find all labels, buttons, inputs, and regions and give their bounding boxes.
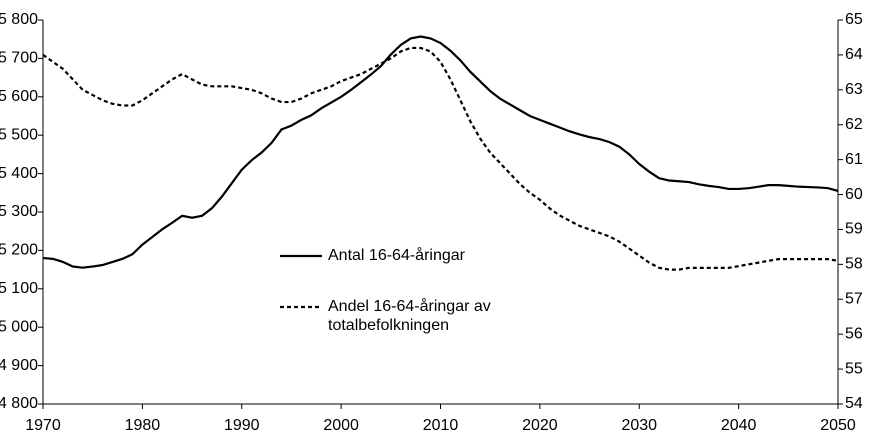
y-tick-label: 5 300	[0, 203, 38, 220]
x-tick-label: 2000	[323, 417, 359, 434]
x-tick-label: 2020	[522, 417, 558, 434]
legend-label: Antal 16-64-åringar	[328, 247, 465, 264]
y2-tick-label: 56	[845, 325, 863, 342]
y2-tick-label: 54	[845, 395, 863, 412]
series-line	[42, 35, 839, 269]
x-tick-label: 1990	[224, 417, 260, 434]
y-tick-label: 5 000	[0, 318, 38, 335]
y-tick-label: 4 900	[0, 357, 38, 374]
y2-tick-label: 59	[845, 221, 863, 238]
y2-tick-label: 55	[845, 360, 863, 377]
x-tick-label: 2010	[423, 417, 459, 434]
y-tick-label: 5 200	[0, 242, 38, 259]
y2-tick-label: 60	[845, 186, 863, 203]
y-tick-label: 5 400	[0, 165, 38, 182]
y-tick-label: 5 600	[0, 88, 38, 105]
x-tick-label: 2040	[721, 417, 757, 434]
y-tick-label: 5 700	[0, 50, 38, 67]
x-tick-label: 1970	[25, 417, 61, 434]
legend-label: Andel 16-64-åringar av totalbefolkningen	[328, 298, 491, 334]
y-tick-label: 4 800	[0, 395, 38, 412]
x-tick-label: 1980	[125, 417, 161, 434]
y-tick-label: 5 500	[0, 126, 38, 143]
y2-tick-label: 57	[845, 290, 863, 307]
y2-tick-label: 65	[845, 11, 863, 28]
y2-tick-label: 58	[845, 256, 863, 273]
y2-tick-label: 64	[845, 46, 863, 63]
series-line	[42, 46, 839, 271]
x-tick-label: 2050	[820, 417, 856, 434]
x-tick-label: 2030	[621, 417, 657, 434]
y2-tick-label: 63	[845, 81, 863, 98]
y-tick-label: 5 100	[0, 280, 38, 297]
y2-tick-label: 61	[845, 151, 863, 168]
y2-tick-label: 62	[845, 116, 863, 133]
y-tick-label: 5 800	[0, 11, 38, 28]
